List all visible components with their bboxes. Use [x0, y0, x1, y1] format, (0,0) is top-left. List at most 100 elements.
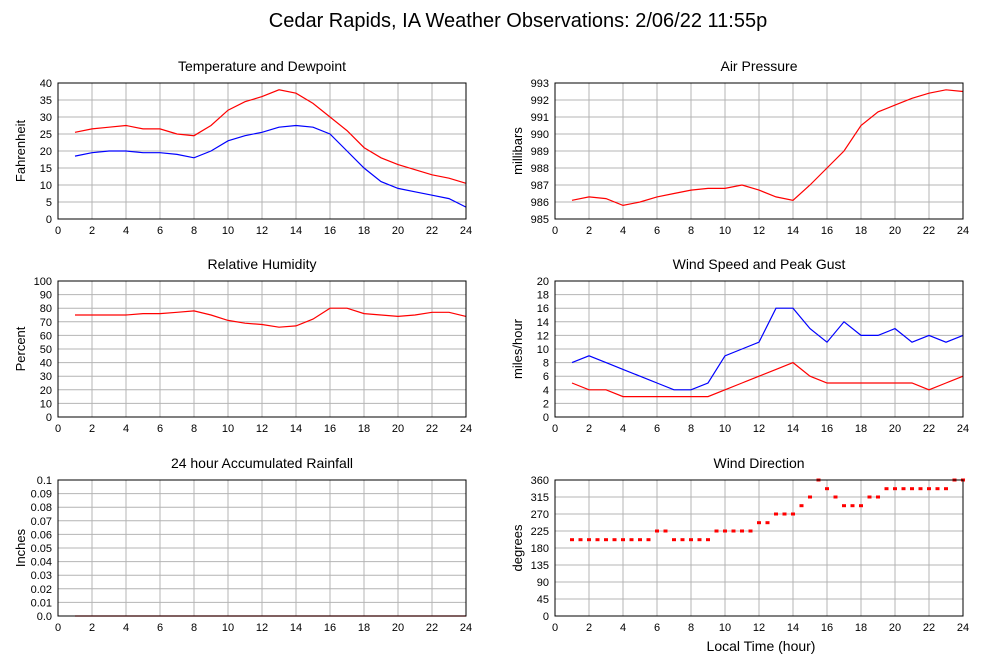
data-point — [799, 504, 804, 508]
series-line-wind-0 — [571, 307, 964, 391]
data-point — [748, 529, 753, 533]
y-tick-label: 18 — [537, 290, 549, 302]
x-tick-label: 6 — [654, 225, 660, 237]
data-point — [587, 538, 591, 542]
y-tick-label: 180 — [531, 543, 549, 555]
data-point — [893, 487, 897, 491]
data-point — [740, 529, 744, 533]
x-tick-label: 8 — [688, 423, 694, 435]
data-point — [629, 538, 634, 542]
series-line-rh-0 — [75, 307, 467, 328]
y-axis-label-rain: Inches — [13, 528, 28, 567]
y-tick-label: 4 — [543, 385, 549, 397]
x-tick-label: 14 — [787, 423, 799, 435]
data-point — [757, 521, 761, 525]
x-tick-label: 14 — [290, 225, 302, 237]
series-line-pressure-0 — [571, 89, 964, 207]
x-tick-label: 16 — [821, 225, 833, 237]
panel-rain: 24 hour Accumulated Rainfall Inches 0.0 0.0… — [13, 455, 472, 634]
data-point — [680, 538, 685, 542]
y-tick-label: 991 — [531, 112, 549, 124]
y-tick-label: 0 — [543, 611, 549, 623]
x-tick-label: 6 — [654, 423, 660, 435]
data-point — [697, 538, 702, 542]
y-axis-label-wdir: degrees — [510, 524, 525, 571]
panel-temp: Temperature and Dewpoint Fahrenheit 0 5 10 15… — [13, 58, 472, 237]
x-tick-label: 24 — [460, 622, 472, 634]
x-tick-label: 18 — [358, 622, 370, 634]
y-tick-label: 985 — [531, 214, 549, 226]
data-point — [876, 495, 880, 499]
y-tick-label: 20 — [40, 146, 52, 158]
x-tick-label: 8 — [688, 622, 694, 634]
y-tick-label: 0.01 — [31, 597, 52, 609]
y-tick-label: 10 — [40, 398, 52, 410]
x-tick-label: 2 — [586, 225, 592, 237]
x-tick-label: 16 — [821, 622, 833, 634]
y-tick-label: 360 — [531, 475, 549, 487]
x-tick-label: 2 — [586, 622, 592, 634]
y-tick-label: 70 — [40, 317, 52, 329]
x-tick-label: 14 — [787, 622, 799, 634]
y-tick-label: 0.02 — [31, 584, 52, 596]
x-tick-label: 20 — [392, 622, 404, 634]
y-tick-label: 12 — [537, 330, 549, 342]
y-tick-label: 225 — [531, 526, 549, 538]
y-tick-label: 20 — [537, 276, 549, 288]
x-tick-label: 8 — [191, 225, 197, 237]
data-point — [765, 521, 770, 525]
page-title: Cedar Rapids, IA Weather Observations: 2… — [269, 10, 767, 32]
x-tick-label: 22 — [923, 622, 935, 634]
y-tick-label: 987 — [531, 180, 549, 192]
data-point — [689, 538, 693, 542]
x-tick-label: 4 — [123, 225, 129, 237]
data-point — [570, 538, 574, 542]
y-tick-label: 989 — [531, 146, 549, 158]
y-tick-label: 0 — [46, 412, 52, 424]
panel-title-rain: 24 hour Accumulated Rainfall — [171, 455, 353, 471]
data-point — [723, 529, 727, 533]
x-tick-label: 12 — [753, 423, 765, 435]
series-line-temp-1 — [74, 124, 467, 208]
y-tick-label: 14 — [537, 317, 549, 329]
y-tick-label: 90 — [40, 290, 52, 302]
x-tick-label: 10 — [719, 225, 731, 237]
x-tick-label: 16 — [324, 225, 336, 237]
x-tick-label: 10 — [222, 423, 234, 435]
y-tick-label: 50 — [40, 344, 52, 356]
panel-pressure: Air Pressure millibars 985 986 987 988 989 990 9… — [510, 58, 969, 237]
y-tick-label: 90 — [537, 577, 549, 589]
y-axis-label-wind: miles/hour — [510, 318, 525, 379]
plot-frame-pressure — [554, 82, 964, 220]
y-tick-label: 6 — [543, 371, 549, 383]
data-point — [604, 538, 608, 542]
y-tick-label: 315 — [531, 492, 549, 504]
panel-rh: Relative HumidityPercent0102030405060708… — [13, 256, 472, 435]
x-tick-label: 2 — [89, 225, 95, 237]
x-tick-label: 16 — [324, 622, 336, 634]
data-point — [901, 487, 906, 491]
x-tick-label: 24 — [460, 225, 472, 237]
x-tick-label: 20 — [889, 622, 901, 634]
x-tick-label: 6 — [157, 423, 163, 435]
plot-frame-rh — [57, 280, 467, 418]
panel-wind: Wind Speed and Peak Gustmiles/hour024681… — [510, 256, 969, 435]
plot-frame-wdir — [554, 479, 964, 617]
y-tick-label: 100 — [34, 276, 52, 288]
y-axis-label-pressure: millibars — [510, 127, 525, 175]
x-tick-label: 0 — [552, 423, 558, 435]
plot-frame-rain — [57, 479, 467, 617]
data-point — [731, 529, 736, 533]
x-tick-label: 16 — [821, 423, 833, 435]
data-point — [859, 504, 863, 508]
y-tick-label: 25 — [40, 129, 52, 141]
x-tick-label: 8 — [191, 423, 197, 435]
x-tick-label: 12 — [753, 622, 765, 634]
data-point — [884, 487, 889, 491]
panel-wdir: Wind Directiondegrees0459013518022527031… — [510, 455, 969, 634]
y-tick-label: 993 — [531, 78, 549, 90]
x-tick-label: 14 — [787, 225, 799, 237]
x-tick-label: 24 — [957, 225, 969, 237]
x-tick-label: 4 — [620, 423, 626, 435]
y-tick-label: 0.09 — [31, 489, 52, 501]
